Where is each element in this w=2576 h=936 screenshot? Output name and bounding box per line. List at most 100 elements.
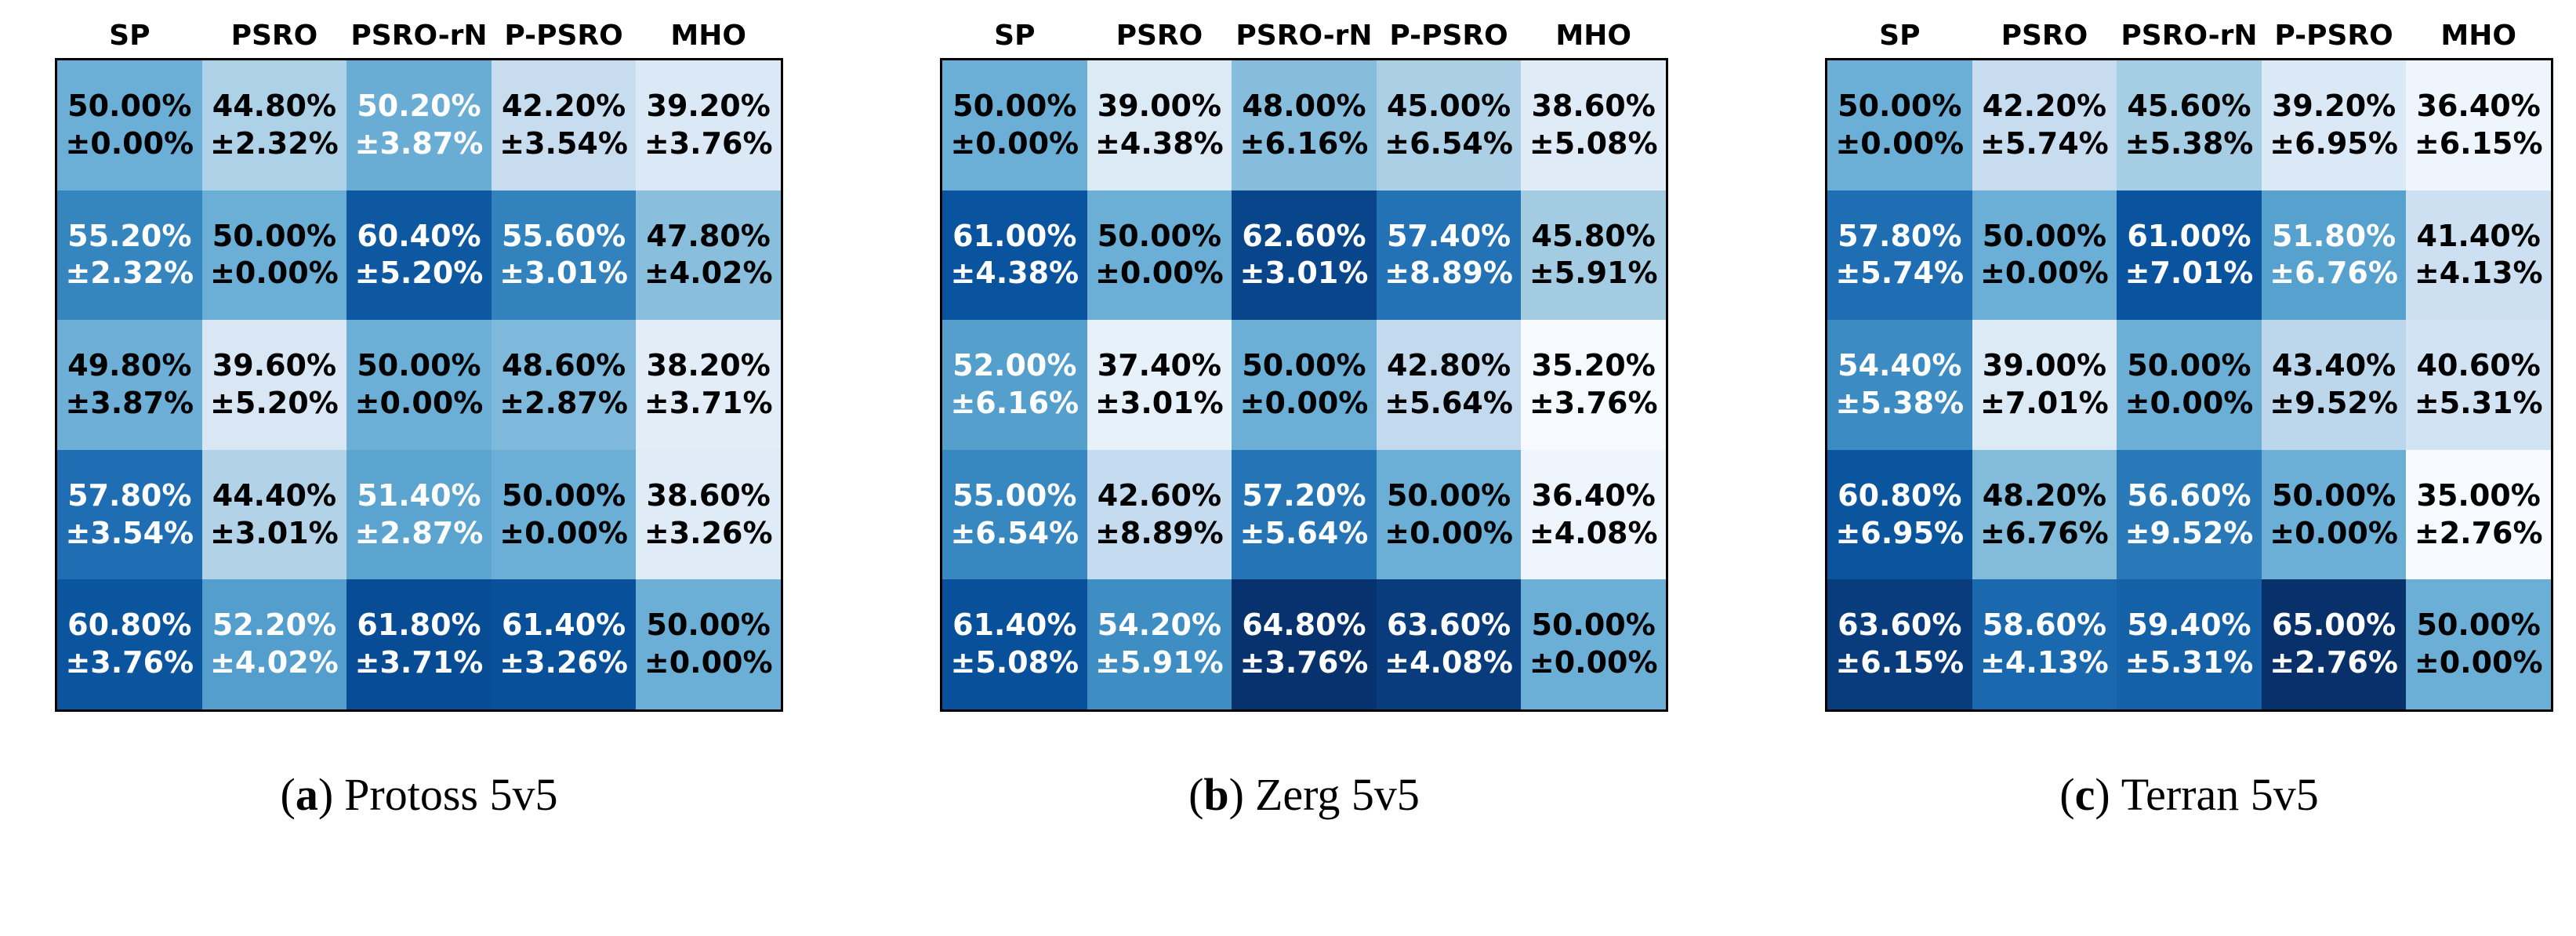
- caption-paren: ): [317, 769, 334, 820]
- cell-std-value: ±0.00%: [1529, 645, 1658, 680]
- col-header-p-psro: P-PSRO: [2274, 20, 2393, 52]
- heatmap-cell: 62.60% ±3.01%: [1232, 190, 1377, 321]
- cell-std-value: ±4.13%: [1980, 645, 2109, 680]
- cell-mean-value: 50.00%: [1531, 608, 1656, 643]
- cell-std-value: ±0.00%: [354, 385, 484, 420]
- cell-mean-value: 61.00%: [2127, 218, 2251, 253]
- cell-std-value: ±3.76%: [65, 645, 194, 680]
- heatmap-cell: 42.60% ±8.89%: [1087, 449, 1232, 580]
- heatmap-grid: 50.00% ±0.00% 42.20% ±5.74% 45.60% ±5.38% 39.2…: [1825, 58, 2553, 712]
- col-header-psro-rn: PSRO-rN: [1235, 20, 1373, 52]
- heatmap-cell: 61.00% ±4.38%: [942, 190, 1087, 321]
- heatmap-cell: 39.20% ±6.95%: [2261, 60, 2407, 190]
- cell-std-value: ±0.00%: [2269, 515, 2398, 550]
- cell-mean-value: 45.60%: [2127, 88, 2251, 123]
- column-headers: SP PSRO PSRO-rN P-PSRO MHO: [1827, 9, 2551, 55]
- cell-mean-value: 42.20%: [501, 88, 626, 123]
- cell-std-value: ±6.15%: [2414, 125, 2543, 161]
- heatmap-cell: 63.60% ±6.15%: [1827, 579, 1972, 709]
- heatmap-cell: 39.60% ±5.20%: [201, 320, 347, 450]
- cell-std-value: ±3.26%: [499, 645, 628, 680]
- cell-std-value: ±9.52%: [2124, 515, 2254, 550]
- col-header-psro-rn: PSRO-rN: [350, 20, 488, 52]
- cell-mean-value: 60.80%: [67, 608, 192, 643]
- cell-mean-value: 55.60%: [501, 218, 626, 253]
- heatmap-cell: 61.40% ±5.08%: [942, 579, 1087, 709]
- cell-mean-value: 50.00%: [952, 88, 1077, 123]
- cell-mean-value: 42.20%: [1982, 88, 2107, 123]
- cell-std-value: ±0.00%: [1980, 256, 2109, 291]
- cell-std-value: ±3.87%: [354, 125, 484, 161]
- cell-mean-value: 41.40%: [2416, 218, 2541, 253]
- heatmap-cell: 52.20% ±4.02%: [201, 579, 347, 709]
- cell-mean-value: 55.00%: [952, 477, 1077, 513]
- heatmap-grid: 50.00% ±0.00% 39.00% ±4.38% 48.00% ±6.16% 45.0…: [940, 58, 1668, 712]
- cell-mean-value: 64.80%: [1242, 608, 1366, 643]
- heatmap-cell: 50.00% ±0.00%: [1827, 60, 1972, 190]
- heatmap-grid: 50.00% ±0.00% 44.80% ±2.32% 50.20% ±3.87% 42.2…: [55, 58, 783, 712]
- cell-std-value: ±3.71%: [354, 645, 484, 680]
- cell-mean-value: 50.00%: [501, 477, 626, 513]
- heatmap-cell: 50.00% ±0.00%: [636, 579, 781, 709]
- heatmap-cell: 50.00% ±0.00%: [346, 320, 492, 450]
- cell-mean-value: 60.80%: [1838, 477, 1962, 513]
- cell-std-value: ±5.74%: [1980, 125, 2109, 161]
- heatmap-cell: 60.40% ±5.20%: [346, 190, 492, 321]
- col-header-sp: SP: [1879, 20, 1921, 52]
- cell-std-value: ±3.01%: [1095, 385, 1224, 420]
- cell-mean-value: 51.80%: [2271, 218, 2396, 253]
- heatmap-cell: 39.00% ±7.01%: [1972, 320, 2117, 450]
- cell-mean-value: 42.80%: [1386, 348, 1511, 383]
- cell-mean-value: 57.20%: [1242, 477, 1366, 513]
- cell-mean-value: 48.00%: [1242, 88, 1366, 123]
- cell-std-value: ±4.02%: [644, 256, 773, 291]
- heatmap-cell: 45.80% ±5.91%: [1521, 190, 1666, 321]
- cell-std-value: ±5.20%: [210, 385, 339, 420]
- cell-mean-value: 57.80%: [67, 477, 192, 513]
- heatmap-cell: 39.00% ±4.38%: [1087, 60, 1232, 190]
- cell-mean-value: 39.20%: [646, 88, 771, 123]
- cell-std-value: ±0.00%: [65, 125, 194, 161]
- col-header-psro: PSRO: [230, 20, 318, 52]
- heatmap-cell: 50.00% ±0.00%: [1232, 320, 1377, 450]
- cell-std-value: ±6.16%: [1239, 125, 1369, 161]
- cell-std-value: ±6.76%: [2269, 256, 2398, 291]
- heatmap-cell: 38.20% ±3.71%: [636, 320, 781, 450]
- cell-mean-value: 52.20%: [212, 608, 337, 643]
- heatmap-cell: 50.00% ±0.00%: [201, 190, 347, 321]
- heatmap-cell: 42.20% ±3.54%: [491, 60, 637, 190]
- cell-mean-value: 38.20%: [646, 348, 771, 383]
- heatmap-cell: 50.00% ±0.00%: [2261, 449, 2407, 580]
- cell-std-value: ±5.31%: [2124, 645, 2254, 680]
- caption-paren: (: [1188, 769, 1204, 820]
- heatmap-cell: 50.00% ±0.00%: [491, 449, 637, 580]
- cell-mean-value: 50.00%: [1386, 477, 1511, 513]
- heatmap-cell: 38.60% ±3.26%: [636, 449, 781, 580]
- heatmap-cell: 48.20% ±6.76%: [1972, 449, 2117, 580]
- cell-mean-value: 50.00%: [2416, 608, 2541, 643]
- cell-std-value: ±2.76%: [2269, 645, 2398, 680]
- cell-std-value: ±5.91%: [1095, 645, 1224, 680]
- heatmap-cell: 59.40% ±5.31%: [2117, 579, 2262, 709]
- cell-mean-value: 59.40%: [2127, 608, 2251, 643]
- cell-std-value: ±3.01%: [499, 256, 628, 291]
- heatmap-cell: 52.00% ±6.16%: [942, 320, 1087, 450]
- cell-mean-value: 50.00%: [646, 608, 771, 643]
- heatmap-cell: 50.00% ±0.00%: [1087, 190, 1232, 321]
- column-headers: SP PSRO PSRO-rN P-PSRO MHO: [57, 9, 781, 55]
- cell-std-value: ±4.08%: [1384, 645, 1513, 680]
- heatmap-cell: 50.00% ±0.00%: [1376, 449, 1522, 580]
- cell-std-value: ±4.13%: [2414, 256, 2543, 291]
- col-header-mho: MHO: [2440, 20, 2516, 52]
- cell-std-value: ±4.38%: [950, 256, 1079, 291]
- heatmap-cell: 42.80% ±5.64%: [1376, 320, 1522, 450]
- cell-std-value: ±2.32%: [65, 256, 194, 291]
- cell-std-value: ±5.31%: [2414, 385, 2543, 420]
- cell-std-value: ±0.00%: [2414, 645, 2543, 680]
- cell-mean-value: 55.20%: [67, 218, 192, 253]
- heatmap-cell: 55.20% ±2.32%: [57, 190, 202, 321]
